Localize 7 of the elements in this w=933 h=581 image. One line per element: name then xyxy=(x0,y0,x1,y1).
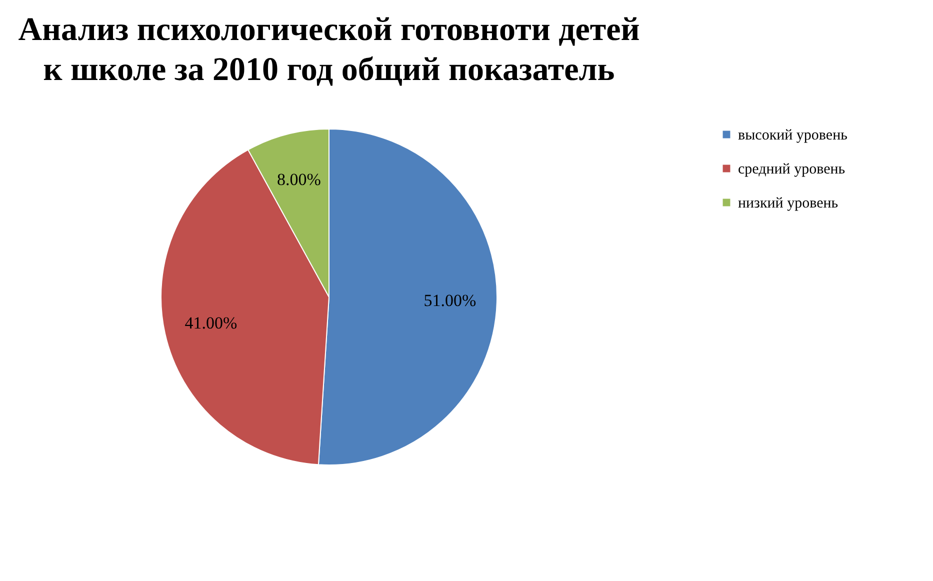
data-label: 41.00% xyxy=(184,313,238,332)
legend-label: высокий уровень xyxy=(738,128,848,144)
data-label: 51.00% xyxy=(424,290,476,310)
legend-label: низкий уровень xyxy=(738,196,838,212)
legend-label: средний уровень xyxy=(738,162,846,178)
data-label: 8.00% xyxy=(276,170,321,189)
chart-title: Анализ психологической готовноти детей к школе за 2010 год общий показатель xyxy=(18,12,640,88)
